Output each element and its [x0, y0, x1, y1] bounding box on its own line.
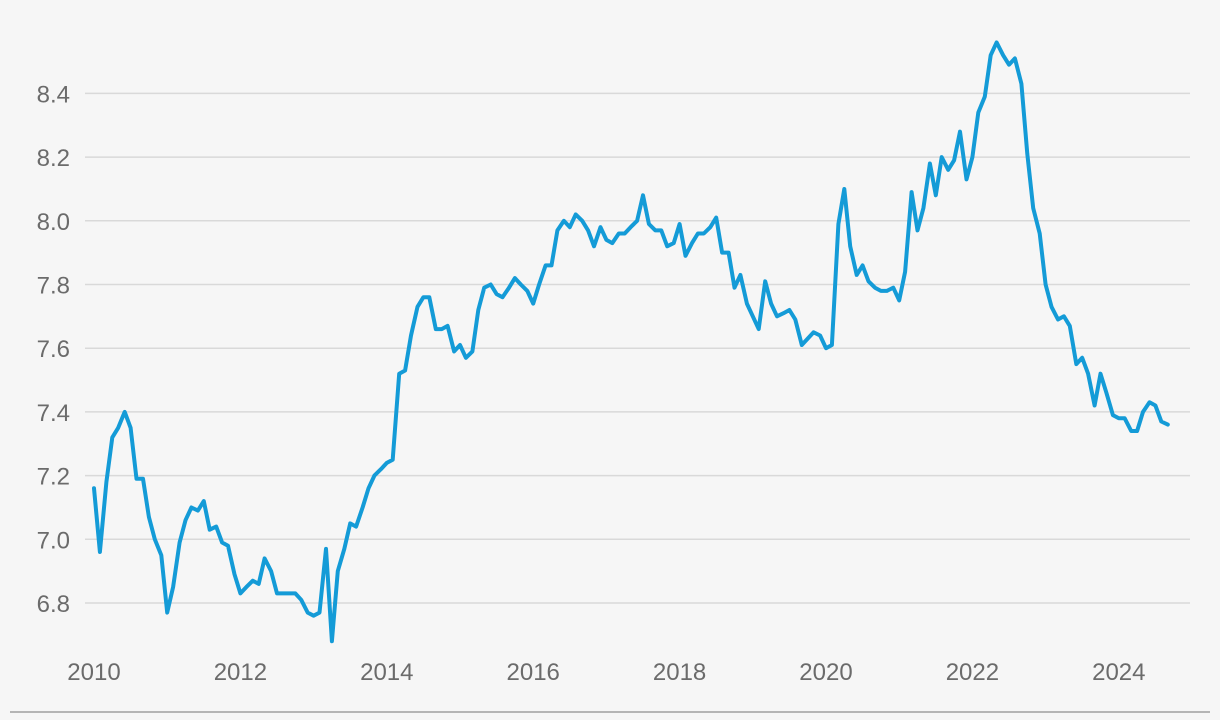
x-tick-label: 2010 — [67, 659, 120, 686]
series-line — [92, 40, 1170, 644]
gridlines — [85, 92, 1190, 604]
x-tick-label: 2016 — [507, 659, 560, 686]
x-axis-ticks: 2010 2012 2014 2016 2018 2020 2022 2024 — [67, 659, 1145, 686]
y-tick-label: 7.0 — [37, 527, 70, 554]
y-tick-label: 7.4 — [37, 400, 70, 427]
y-tick-label: 8.0 — [37, 209, 70, 236]
x-tick-label: 2014 — [360, 659, 413, 686]
y-tick-label: 6.8 — [37, 591, 70, 618]
x-tick-label: 2020 — [799, 659, 852, 686]
series-group — [92, 40, 1170, 644]
x-tick-label: 2022 — [946, 659, 999, 686]
y-tick-label: 8.4 — [37, 81, 70, 108]
y-axis-ticks: 6.8 7.0 7.2 7.4 7.6 7.8 8.0 8.2 8.4 — [37, 81, 70, 618]
x-tick-label: 2024 — [1092, 659, 1145, 686]
y-tick-label: 7.6 — [37, 336, 70, 363]
y-tick-label: 7.2 — [37, 464, 70, 491]
x-tick-label: 2012 — [214, 659, 267, 686]
y-tick-label: 7.8 — [37, 273, 70, 300]
x-tick-label: 2018 — [653, 659, 706, 686]
y-tick-label: 8.2 — [37, 145, 70, 172]
